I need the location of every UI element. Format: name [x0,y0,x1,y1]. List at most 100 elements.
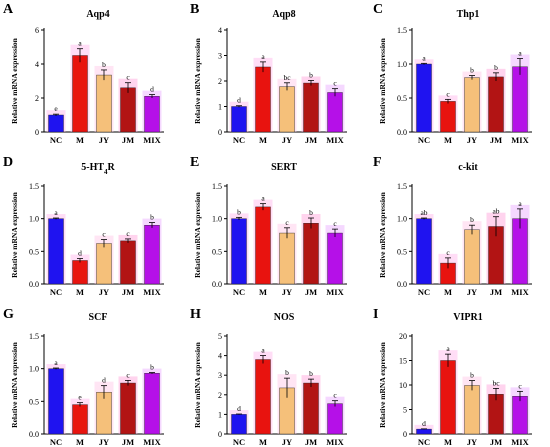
significance-letter: b [150,213,154,222]
bar-mix [512,218,528,285]
panel-letter: F [373,155,382,170]
bar-nc [48,218,64,285]
panel-letter: G [3,307,14,322]
bar-m [255,206,271,285]
bar-nc [416,218,432,285]
y-tick-label: 0.0 [29,430,39,439]
y-tick-label: 1.5 [397,182,407,191]
y-tick-label: 1.0 [397,60,407,69]
x-tick-label: JM [122,135,134,145]
y-tick-label: 4 [218,26,222,35]
significance-letter: c [446,248,450,257]
y-axis-label: Relative mRNA expression [378,341,387,428]
bar-jm [488,394,504,435]
y-tick-label: 6 [35,26,39,35]
significance-letter: c [333,219,337,228]
y-tick-label: 4 [218,352,222,361]
bar-jm [303,82,319,133]
x-tick-label: M [444,437,452,447]
y-tick-label: 3 [218,371,222,380]
x-tick-label: JM [490,287,502,297]
significance-letter: b [309,70,313,79]
y-tick-label: 5 [218,332,222,341]
x-tick-label: MIX [326,287,344,297]
chart-title: Aqp4 [86,9,109,20]
y-tick-label: 10 [399,381,407,390]
y-axis-label: Relative mRNA expression [193,191,202,278]
significance-letter: c [126,229,130,238]
bar-nc [416,63,432,133]
x-tick-label: MIX [143,287,161,297]
y-tick-label: 3 [218,52,222,61]
x-tick-label: JY [99,287,109,297]
y-tick-label: 0.5 [29,247,39,256]
bar-jm [120,87,136,133]
significance-letter: d [78,249,82,258]
bar-mix [327,232,343,285]
bar-mix [512,66,528,133]
x-tick-label: NC [233,135,245,145]
bar-jm [488,76,504,133]
significance-letter: a [261,194,265,203]
y-tick-label: 0.5 [212,247,222,256]
panel-a: A Aqp4 Relative mRNA expression 0 2 4 6 e NC a Mb J… [3,2,164,145]
chart-title: VIPR1 [453,312,482,323]
bar-mix [327,403,343,435]
significance-letter: c [518,381,522,390]
chart-title: Aqp8 [272,9,295,20]
x-tick-label: MIX [511,135,529,145]
significance-letter: c [333,391,337,400]
significance-letter: a [518,199,522,208]
significance-letter: d [422,419,426,428]
x-tick-label: JM [490,437,502,447]
y-tick-label: 0.0 [212,280,222,289]
bar-jy [279,232,295,285]
significance-letter: ab [492,207,499,216]
significance-letter: b [237,207,241,216]
bar-m [255,359,271,435]
x-tick-label: NC [233,287,245,297]
y-axis-label: Relative mRNA expression [193,37,202,124]
significance-letter: a [261,346,265,355]
bar-mix [144,373,160,435]
x-tick-label: M [259,135,267,145]
panel-i: I VIPR1 Relative mRNA expression 0 5 10 15 20 dN… [373,307,532,447]
bar-m [72,260,88,285]
y-tick-label: 4 [35,60,39,69]
x-tick-label: MIX [326,437,344,447]
panel-h: H NOS Relative mRNA expression 0 1 2 3 4 5 d NC a Mb… [190,307,347,447]
y-tick-label: 0 [218,430,222,439]
x-tick-label: M [76,287,84,297]
panel-letter: D [3,155,13,170]
x-tick-label: MIX [143,437,161,447]
x-tick-label: NC [418,437,430,447]
x-tick-label: JM [122,437,134,447]
x-tick-label: M [76,135,84,145]
panel-letter: A [3,2,14,17]
y-tick-label: 0.0 [29,280,39,289]
y-tick-label: 0.0 [397,280,407,289]
bar-nc [48,114,64,133]
panel-d: D 5-HT4R Relative mRNA expression 0.0 0.5 1.0… [3,155,164,297]
significance-letter: d [102,376,106,385]
bar-jy [279,86,295,133]
significance-letter: e [78,393,82,402]
significance-letter: b [285,368,289,377]
x-tick-label: NC [50,437,62,447]
significance-letter: bc [283,73,291,82]
x-tick-label: M [259,437,267,447]
y-tick-label: 1 [218,410,222,419]
x-tick-label: JM [122,287,134,297]
bar-m [440,101,456,133]
y-axis-label: Relative mRNA expression [193,341,202,428]
bar-jy [464,229,480,285]
y-tick-label: 1.5 [212,182,222,191]
significance-letter: a [54,208,58,217]
bar-jm [303,382,319,435]
panel-e: E SERT Relative mRNA expression 0.0 0.5 1.0 1.… [190,155,347,297]
significance-letter: b [470,371,474,380]
y-tick-label: 0.0 [397,128,407,137]
panel-letter: C [373,2,383,17]
y-tick-label: 0.5 [397,94,407,103]
